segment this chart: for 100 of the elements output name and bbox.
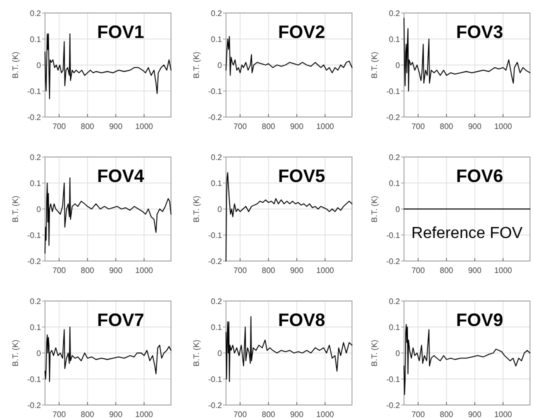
y-tick-label: -0.1 bbox=[208, 87, 223, 96]
y-tick-label: 0.2 bbox=[210, 9, 223, 18]
y-tick-label: -0.2 bbox=[27, 257, 42, 266]
x-tick-label: 1000 bbox=[135, 122, 154, 131]
text: FOV3 bbox=[456, 22, 504, 42]
x-tick-label: 900 bbox=[290, 410, 304, 418]
x-tick-label: 700 bbox=[52, 266, 66, 275]
y-tick-label: -0.1 bbox=[27, 231, 42, 240]
y-tick-label: 0.2 bbox=[210, 297, 223, 306]
x-tick-label: 700 bbox=[411, 266, 426, 275]
y-axis-title: B.T. (K) bbox=[192, 51, 201, 78]
y-tick-label: 0 bbox=[218, 205, 223, 214]
y-tick-label: -0.1 bbox=[386, 231, 401, 240]
y-tick-label: 0.1 bbox=[388, 323, 401, 332]
y-tick-label: -0.2 bbox=[27, 401, 42, 410]
y-axis-title: B.T. (K) bbox=[370, 339, 379, 366]
x-tick-label: 1000 bbox=[316, 410, 335, 418]
x-tick-label: 800 bbox=[440, 410, 454, 418]
y-tick-label: -0.1 bbox=[386, 375, 401, 384]
y-tick-label: 0 bbox=[218, 61, 223, 70]
x-tick-label: 800 bbox=[80, 266, 95, 275]
y-tick-label: -0.1 bbox=[386, 87, 401, 96]
y-tick-label: 0.2 bbox=[30, 153, 42, 162]
x-tick-label: 1000 bbox=[135, 266, 154, 275]
x-tick-label: 800 bbox=[262, 266, 276, 275]
y-tick-label: -0.1 bbox=[27, 87, 42, 96]
text: FOV2 bbox=[278, 22, 326, 42]
y-axis-title: B.T. (K) bbox=[11, 195, 20, 222]
y-axis-title: B.T. (K) bbox=[370, 195, 379, 222]
x-tick-label: 900 bbox=[468, 266, 482, 275]
y-tick-label: 0 bbox=[396, 205, 401, 214]
x-tick-label: 1000 bbox=[494, 266, 513, 275]
y-tick-label: -0.2 bbox=[208, 401, 223, 410]
y-axis-title: B.T. (K) bbox=[11, 339, 20, 366]
x-tick-label: 900 bbox=[468, 410, 482, 418]
x-tick-label: 800 bbox=[262, 410, 276, 418]
y-tick-label: -0.1 bbox=[208, 375, 223, 384]
y-tick-label: -0.2 bbox=[208, 257, 223, 266]
y-tick-label: 0.2 bbox=[210, 153, 223, 162]
y-tick-label: 0 bbox=[36, 61, 42, 70]
x-tick-label: 700 bbox=[52, 410, 66, 418]
text: FOV8 bbox=[278, 310, 326, 330]
y-tick-label: 0.1 bbox=[210, 35, 223, 44]
y-tick-label: 0.1 bbox=[210, 179, 223, 188]
x-tick-label: 700 bbox=[233, 122, 248, 131]
x-tick-label: 700 bbox=[411, 410, 426, 418]
x-tick-label: 900 bbox=[109, 410, 124, 418]
y-tick-label: 0 bbox=[218, 349, 223, 358]
y-axis-title: B.T. (K) bbox=[192, 195, 201, 222]
y-tick-label: 0 bbox=[36, 349, 42, 358]
x-tick-label: 900 bbox=[109, 122, 124, 131]
y-tick-label: 0.1 bbox=[388, 35, 401, 44]
x-tick-label: 1000 bbox=[316, 266, 335, 275]
text: FOV9 bbox=[456, 310, 504, 330]
y-tick-label: 0.1 bbox=[30, 323, 42, 332]
x-tick-label: 1000 bbox=[316, 122, 335, 131]
y-tick-label: 0.1 bbox=[30, 35, 42, 44]
y-tick-label: 0 bbox=[36, 205, 42, 214]
y-axis-title: B.T. (K) bbox=[370, 51, 379, 78]
y-tick-label: -0.2 bbox=[386, 257, 401, 266]
x-tick-label: 900 bbox=[290, 266, 304, 275]
x-tick-label: 900 bbox=[468, 122, 482, 131]
x-tick-label: 1000 bbox=[135, 410, 154, 418]
x-tick-label: 800 bbox=[440, 266, 454, 275]
line-series bbox=[404, 18, 530, 92]
x-tick-label: 700 bbox=[233, 266, 248, 275]
x-tick-label: 900 bbox=[290, 122, 304, 131]
y-tick-label: 0.2 bbox=[388, 9, 401, 18]
text: FOV7 bbox=[97, 310, 144, 330]
x-tick-label: 1000 bbox=[494, 122, 513, 131]
x-tick-label: 700 bbox=[233, 410, 248, 418]
y-tick-label: 0.2 bbox=[388, 297, 401, 306]
line-series bbox=[44, 326, 172, 382]
y-tick-label: -0.2 bbox=[27, 113, 42, 122]
y-tick-label: -0.1 bbox=[208, 231, 223, 240]
y-tick-label: 0 bbox=[396, 61, 401, 70]
x-tick-label: 800 bbox=[80, 410, 95, 418]
x-tick-label: 800 bbox=[262, 122, 276, 131]
y-tick-label: -0.2 bbox=[386, 401, 401, 410]
annotation: Reference FOV bbox=[411, 225, 523, 242]
y-tick-label: -0.1 bbox=[27, 375, 42, 384]
y-tick-label: -0.2 bbox=[386, 113, 401, 122]
text: FOV6 bbox=[456, 166, 504, 186]
y-tick-label: 0.1 bbox=[30, 179, 42, 188]
x-tick-label: 700 bbox=[52, 122, 66, 131]
text: FOV1 bbox=[97, 22, 144, 42]
y-axis-title: B.T. (K) bbox=[192, 339, 201, 366]
y-tick-label: 0.2 bbox=[388, 153, 401, 162]
y-tick-label: 0 bbox=[396, 349, 401, 358]
y-tick-label: 0.2 bbox=[30, 297, 42, 306]
y-tick-label: 0.2 bbox=[30, 9, 42, 18]
y-tick-label: 0.1 bbox=[210, 323, 223, 332]
y-tick-label: 0.1 bbox=[388, 179, 401, 188]
y-axis-title: B.T. (K) bbox=[11, 51, 20, 78]
x-tick-label: 800 bbox=[440, 122, 454, 131]
x-tick-label: 800 bbox=[80, 122, 95, 131]
text: FOV5 bbox=[278, 166, 326, 186]
y-tick-label: -0.2 bbox=[208, 113, 223, 122]
x-tick-label: 900 bbox=[109, 266, 124, 275]
x-tick-label: 1000 bbox=[494, 410, 513, 418]
